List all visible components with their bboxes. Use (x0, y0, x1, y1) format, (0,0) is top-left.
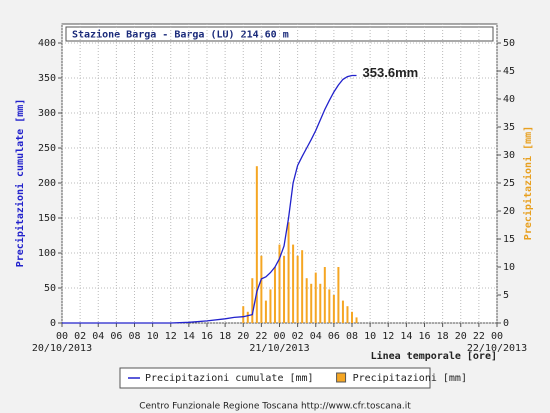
y2-axis-title: Precipitazioni [mm] (522, 126, 534, 240)
legend-swatch (336, 372, 347, 383)
x-tick-label: 14 (400, 331, 412, 342)
legend-label: Precipitazioni cumulate [mm] (145, 373, 314, 384)
bar (323, 267, 326, 323)
legend-label: Precipitazioni [mm] (353, 373, 467, 384)
bar (346, 306, 349, 323)
y-tick-label: 100 (38, 248, 56, 259)
x-tick-label: 10 (147, 331, 159, 342)
x-tick-label: 00 (273, 331, 285, 342)
x-tick-label: 18 (219, 331, 231, 342)
x-tick-label: 00 (56, 331, 68, 342)
x-tick-label: 06 (328, 331, 340, 342)
bar (283, 255, 286, 323)
chart-title: Stazione Barga - Barga (LU) 214.60 m (72, 29, 289, 41)
y2-tick-label: 15 (503, 234, 515, 245)
bar (351, 311, 353, 323)
y2-tick-label: 25 (503, 178, 515, 189)
x-tick-label: 16 (418, 331, 430, 342)
y-tick-label: 400 (38, 38, 56, 49)
y2-tick-label: 50 (503, 38, 515, 49)
x-tick-label: 16 (201, 331, 213, 342)
y2-tick-label: 10 (503, 262, 515, 273)
bar (242, 306, 245, 323)
x-tick-label: 12 (165, 331, 177, 342)
bar (319, 283, 322, 323)
y2-tick-label: 30 (503, 150, 515, 161)
y2-tick-label: 45 (503, 66, 515, 77)
bar (246, 311, 249, 323)
bar (287, 222, 290, 323)
bar (273, 267, 276, 323)
y-tick-label: 200 (38, 178, 56, 189)
y2-tick-label: 40 (503, 94, 515, 105)
bar (255, 166, 258, 323)
x-tick-label: 22 (255, 331, 267, 342)
bar (301, 250, 304, 323)
x-tick-label: 02 (74, 331, 86, 342)
x-tick-label: 18 (437, 331, 449, 342)
y-tick-label: 250 (38, 143, 56, 154)
y-tick-label: 300 (38, 108, 56, 119)
x-date-label: 22/10/2013 (467, 343, 527, 354)
x-date-label: 21/10/2013 (249, 343, 309, 354)
bar (260, 255, 263, 323)
bar (332, 295, 335, 323)
x-tick-label: 10 (364, 331, 376, 342)
bar (296, 255, 299, 323)
x-tick-label: 02 (292, 331, 304, 342)
x-tick-label: 00 (491, 331, 503, 342)
x-tick-label: 08 (128, 331, 140, 342)
bar (292, 244, 295, 323)
y2-tick-label: 5 (503, 290, 509, 301)
line (62, 74, 357, 324)
bar (278, 244, 281, 323)
footer: Centro Funzionale Regione Toscana http:/… (139, 402, 411, 412)
bar (269, 289, 272, 323)
x-axis-title: Linea temporale [ore] (371, 350, 497, 362)
bar (264, 300, 267, 323)
legend (119, 367, 431, 389)
x-tick-label: 20 (455, 331, 467, 342)
x-tick-label: 14 (183, 331, 195, 342)
y-axis-title: Precipitazioni cumulate [mm] (14, 99, 26, 268)
x-tick-label: 08 (346, 331, 358, 342)
bar (355, 317, 358, 323)
bar (310, 283, 313, 323)
annotation: 353.6mm (363, 65, 419, 80)
y-tick-label: 50 (44, 283, 56, 294)
y2-tick-label: 35 (503, 122, 515, 133)
bar (305, 278, 308, 323)
x-tick-label: 20 (237, 331, 249, 342)
y-tick-label: 150 (38, 213, 56, 224)
x-tick-label: 22 (473, 331, 485, 342)
x-tick-label: 12 (382, 331, 394, 342)
y2-tick-label: 20 (503, 206, 515, 217)
bar (328, 289, 331, 323)
x-date-label: 20/10/2013 (32, 343, 92, 354)
x-tick-label: 04 (92, 331, 104, 342)
x-tick-label: 04 (310, 331, 322, 342)
bar (251, 278, 254, 323)
y-tick-label: 0 (50, 318, 56, 329)
bar (341, 300, 344, 323)
x-tick-label: 06 (110, 331, 122, 342)
y-tick-label: 350 (38, 73, 56, 84)
bar (337, 267, 340, 323)
bar (314, 272, 317, 323)
y2-tick-label: 0 (503, 318, 509, 329)
